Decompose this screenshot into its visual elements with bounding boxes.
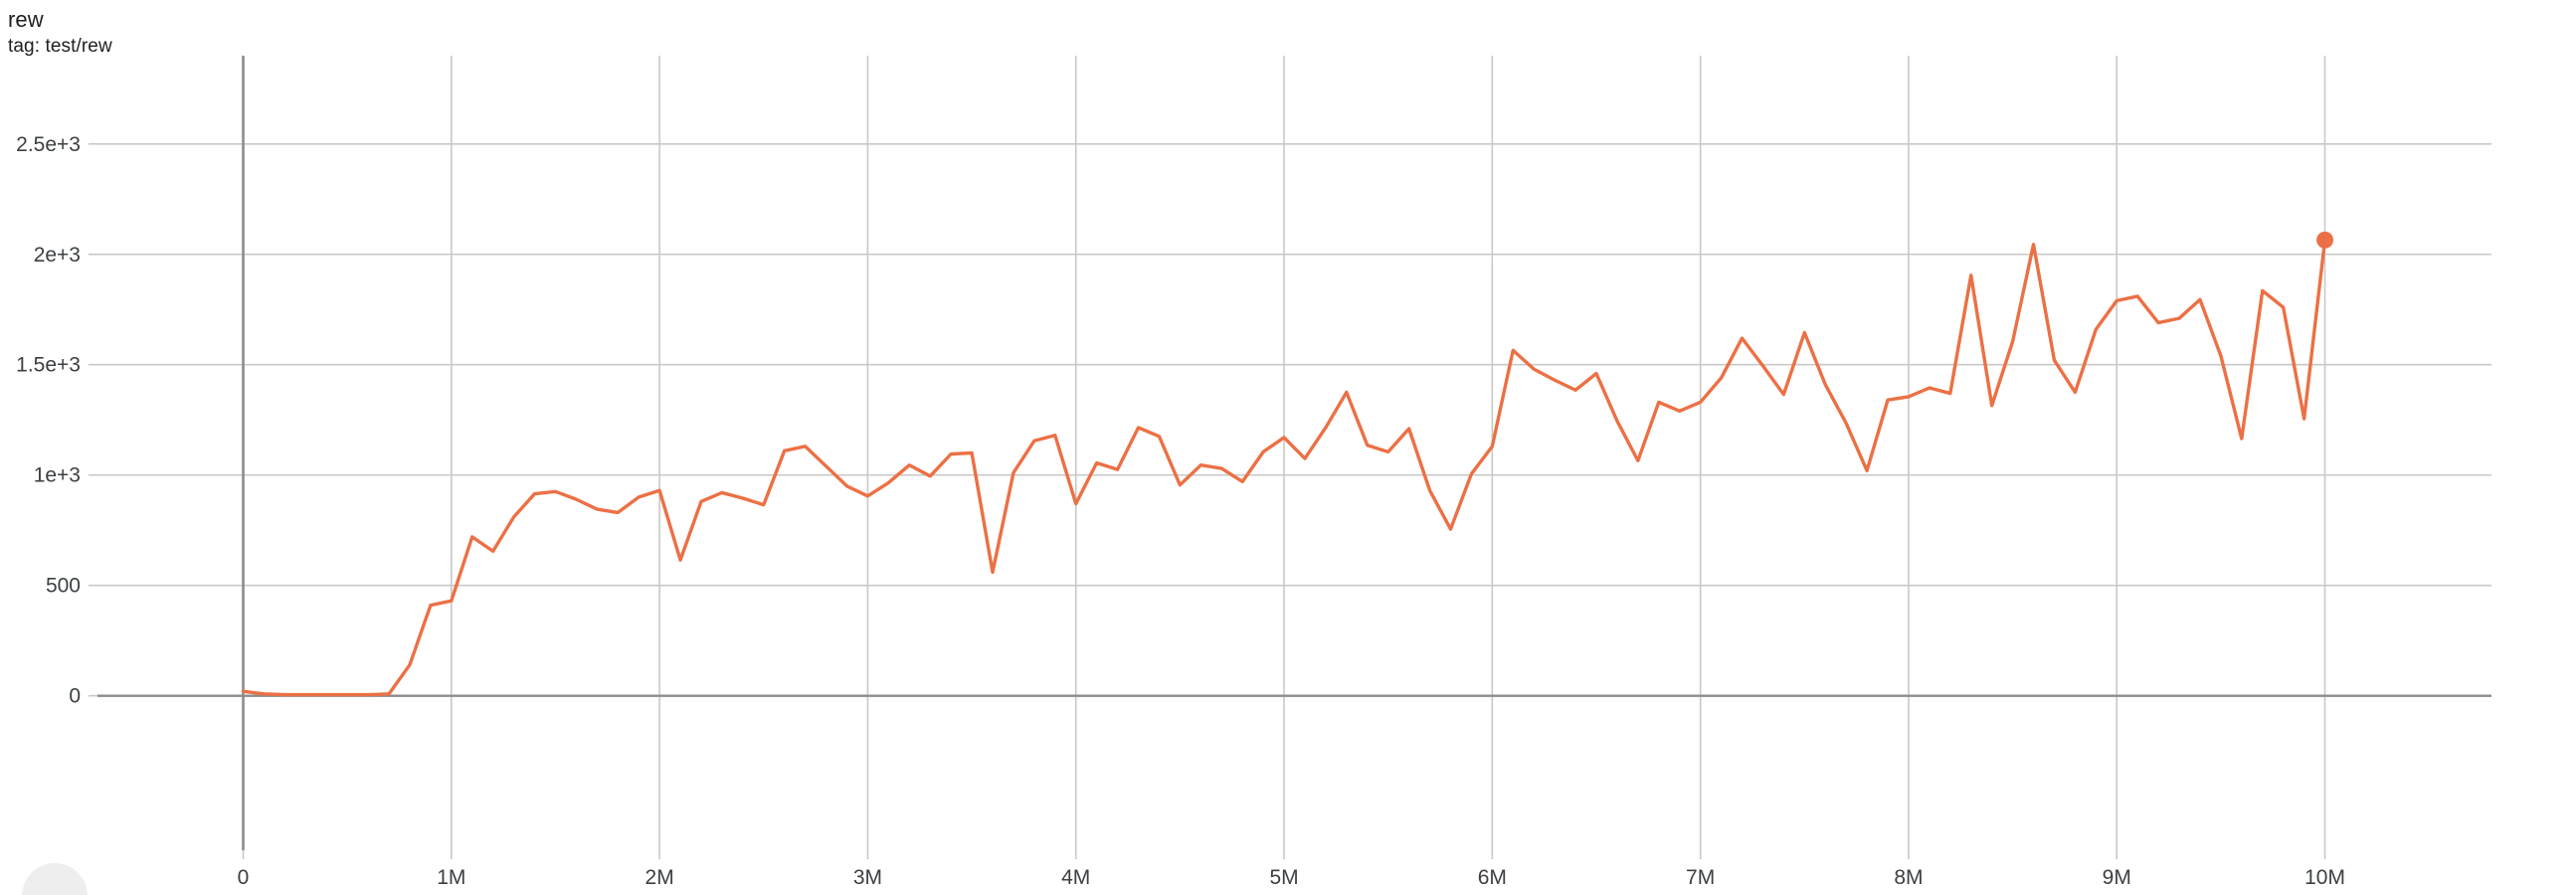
y-axis-tick-label: 2.5e+3 — [16, 133, 81, 156]
series-line-0 — [241, 238, 2327, 697]
x-axis-tick-label: 4M — [1061, 866, 1090, 889]
series-layer — [241, 238, 2327, 697]
grid-layer — [97, 56, 2491, 850]
x-axis-tick-label: 2M — [645, 866, 674, 889]
last-point-marker-0 — [2316, 231, 2334, 249]
y-axis-tick-label: 1e+3 — [34, 464, 81, 487]
axis-layer — [97, 56, 2491, 850]
x-axis-tick-label: 9M — [2103, 866, 2131, 889]
chart-tag-label: tag: test/rew — [8, 35, 112, 57]
x-axis-tick-label: 7M — [1686, 866, 1715, 889]
y-axis-tick-label: 0 — [69, 685, 81, 708]
page-title: rew — [8, 7, 44, 32]
x-axis-tick-label: 3M — [853, 866, 882, 889]
x-axis-tick-label: 6M — [1478, 866, 1507, 889]
y-axis-tick-label: 1.5e+3 — [16, 354, 81, 377]
tick-mark-layer — [89, 142, 2326, 859]
y-axis-tick-label: 2e+3 — [34, 244, 81, 267]
x-axis-tick-label: 0 — [238, 866, 250, 889]
x-axis-tick-label: 5M — [1269, 866, 1298, 889]
y-axis-tick-label: 500 — [46, 575, 81, 598]
last-point-marker-layer — [2316, 231, 2334, 249]
x-axis-tick-label: 10M — [2304, 866, 2345, 889]
x-axis-tick-label: 8M — [1894, 866, 1923, 889]
axis-label-layer: 0 500 1e+3 1.5e+3 2e+3 2.5e+3 0 1M 2M 3M 4M 5M 6M 7M 8… — [16, 133, 2345, 889]
chart-header: rew tag: test/rew — [8, 6, 112, 58]
x-axis-tick-label: 1M — [437, 866, 465, 889]
